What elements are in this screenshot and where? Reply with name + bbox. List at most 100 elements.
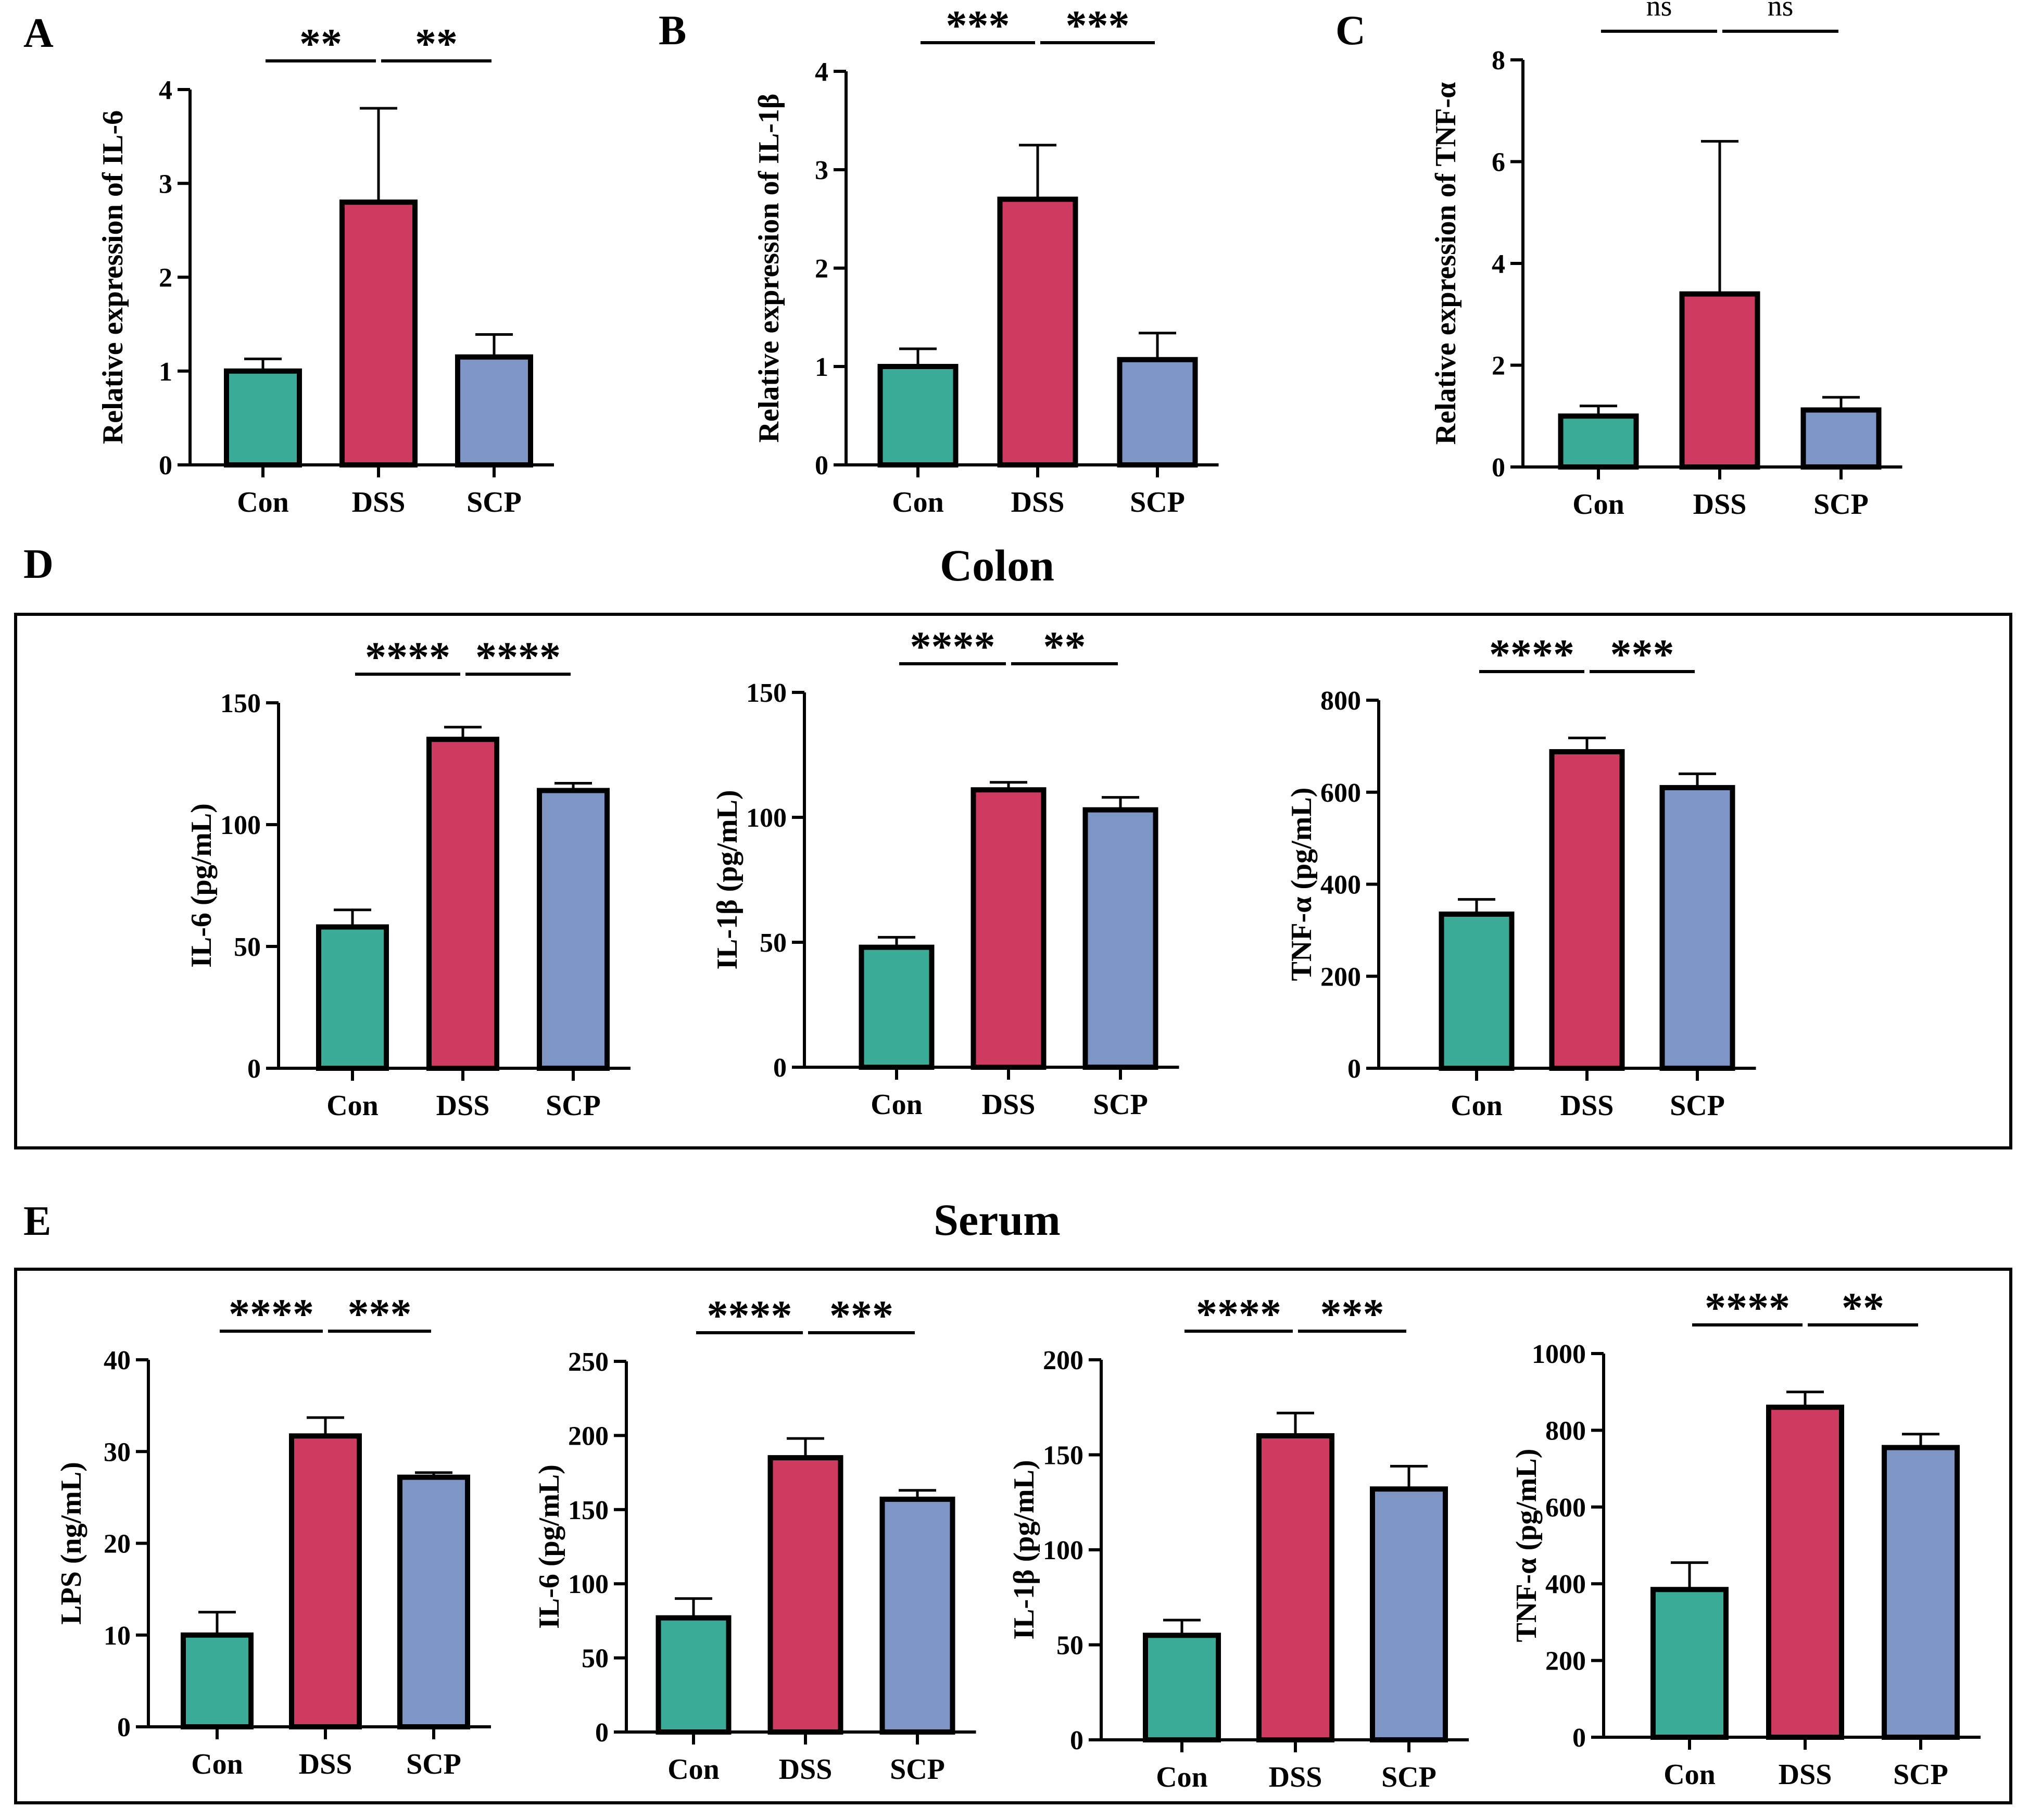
chart-E4-serum-tnfa: 0 200 400 600 800 1000 TNF-α (pg/mL) Con DSS SCP *… (1510, 1284, 1981, 1791)
bar-scp (1370, 1486, 1448, 1742)
x-tick-label: Con (1156, 1761, 1208, 1793)
x-tick-label: Con (191, 1748, 243, 1780)
x-tick-label: Con (326, 1090, 379, 1122)
bar-con (224, 368, 302, 467)
x-tick-label: SCP (406, 1748, 461, 1780)
significance-label: **** (707, 1292, 792, 1339)
significance-label: ** (299, 20, 342, 67)
significance-label: **** (1489, 630, 1574, 678)
bar-con (859, 944, 935, 1070)
x-tick-label: SCP (546, 1090, 601, 1122)
y-axis-title: Relative expression of IL-6 (97, 110, 129, 444)
bar-con (181, 1632, 254, 1729)
y-tick-label: 50 (234, 932, 261, 962)
x-tick-label: SCP (1670, 1090, 1725, 1122)
x-tick-label: SCP (1093, 1089, 1148, 1121)
x-tick-label: Con (1451, 1090, 1503, 1122)
x-tick-label: DSS (1269, 1761, 1322, 1793)
significance-label: **** (365, 633, 450, 680)
y-tick-label: 1 (815, 352, 828, 382)
chart-D1-colon-il6: 0 50 100 150 IL-6 (pg/mL) Con DSS SCP **** **** (185, 633, 631, 1122)
y-axis-title: LPS (ng/mL) (55, 1462, 87, 1625)
significance-label: **** (229, 1290, 314, 1337)
y-tick-label: 100 (568, 1570, 609, 1599)
y-tick-label: 150 (1043, 1441, 1083, 1471)
significance-label: **** (475, 633, 561, 680)
bar-scp (1800, 407, 1882, 470)
y-axis-title: IL-6 (pg/mL) (185, 803, 218, 968)
panel-label-A: A (23, 10, 54, 56)
y-tick-label: 4 (815, 57, 828, 87)
x-tick-label: DSS (436, 1090, 490, 1122)
y-tick-label: 20 (104, 1530, 131, 1559)
y-tick-label: 0 (247, 1054, 261, 1084)
y-axis-title: TNF-α (pg/mL) (1286, 788, 1318, 981)
x-tick-label: DSS (352, 486, 406, 519)
y-tick-label: 6 (1492, 148, 1505, 178)
y-tick-label: 200 (1043, 1346, 1083, 1375)
y-tick-label: 3 (159, 169, 172, 199)
bar-scp (537, 788, 610, 1071)
x-tick-label: DSS (982, 1089, 1036, 1121)
significance-label: ns (1768, 0, 1794, 22)
panel-label-D: D (23, 541, 54, 587)
y-tick-label: 0 (595, 1718, 609, 1748)
y-tick-label: 8 (1492, 46, 1505, 75)
y-axis-title: Relative expression of IL-1β (753, 94, 785, 443)
significance-label: **** (910, 623, 995, 670)
significance-label: **** (1196, 1290, 1281, 1337)
y-tick-label: 400 (1545, 1570, 1586, 1599)
bar-dss (426, 737, 499, 1071)
y-tick-label: 400 (1320, 870, 1361, 900)
bar-con (1650, 1587, 1729, 1740)
significance-label: *** (1066, 2, 1130, 49)
y-tick-label: 1000 (1532, 1339, 1586, 1369)
y-axis-title: IL-6 (pg/mL) (533, 1464, 565, 1629)
y-tick-label: 200 (1320, 962, 1361, 992)
y-axis-title: TNF-α (pg/mL) (1510, 1449, 1543, 1642)
x-tick-label: Con (667, 1753, 720, 1786)
bar-con (1143, 1633, 1221, 1742)
bar-dss (1679, 291, 1760, 470)
panel-label-C: C (1335, 8, 1366, 54)
y-tick-label: 150 (746, 678, 787, 708)
bar-scp (455, 354, 533, 468)
x-tick-label: DSS (1693, 488, 1747, 521)
y-tick-label: 0 (773, 1053, 787, 1083)
x-tick-label: DSS (299, 1748, 352, 1780)
y-tick-label: 100 (746, 803, 787, 833)
bar-scp (1117, 357, 1198, 468)
bar-dss (289, 1433, 362, 1730)
y-tick-label: 800 (1545, 1416, 1586, 1446)
x-tick-label: SCP (467, 486, 522, 519)
y-tick-label: 3 (815, 156, 828, 185)
x-tick-label: Con (1663, 1759, 1716, 1791)
y-tick-label: 50 (582, 1644, 609, 1674)
chart-B: B 0 1 2 3 4 Relative expression of IL-1β Con DSS… (659, 2, 1219, 519)
y-tick-label: 600 (1320, 778, 1361, 808)
serum-title: Serum (934, 1195, 1061, 1245)
chart-C: C 0 2 4 6 8 Relative expression of TNF-α Con DSS… (1335, 0, 1902, 521)
y-tick-label: 0 (1492, 453, 1505, 483)
y-tick-label: 4 (159, 75, 172, 105)
bar-dss (1256, 1433, 1334, 1742)
bar-scp (879, 1496, 955, 1735)
y-tick-label: 200 (1545, 1647, 1586, 1676)
y-tick-label: 250 (568, 1347, 609, 1377)
x-tick-label: SCP (890, 1753, 945, 1786)
y-tick-label: 40 (104, 1346, 131, 1375)
chart-A: A 0 1 2 3 4 Relative expression of IL-6 Con DSS S… (23, 10, 554, 519)
y-axis-title: IL-1β (pg/mL) (1008, 1460, 1040, 1639)
significance-label: *** (1610, 630, 1674, 678)
y-tick-label: 2 (815, 254, 828, 284)
significance-label: ** (415, 20, 458, 67)
y-tick-label: 30 (104, 1437, 131, 1467)
panel-label-B: B (659, 8, 686, 54)
x-tick-label: SCP (1813, 488, 1869, 521)
bar-con (316, 924, 389, 1071)
bar-dss (1549, 749, 1625, 1071)
bar-scp (1082, 807, 1158, 1070)
